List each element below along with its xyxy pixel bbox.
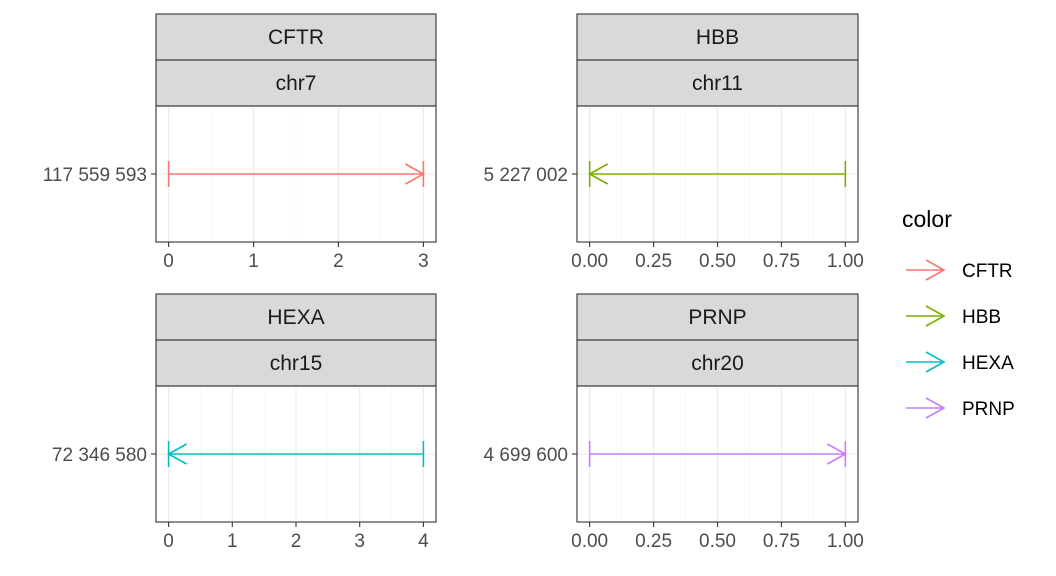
gene-strip-label: PRNP <box>688 306 746 329</box>
legend-key-prnp: PRNP <box>906 397 1015 420</box>
chrom-strip <box>155 339 437 387</box>
x-tick-label: 0.50 <box>699 251 736 272</box>
legend-label: PRNP <box>962 399 1015 420</box>
legend-label: HBB <box>962 307 1001 328</box>
chrom-strip-label: chr15 <box>270 352 323 375</box>
legend-label: HEXA <box>962 353 1014 374</box>
chrom-strip <box>576 339 859 387</box>
x-tick-label: 1.00 <box>827 251 864 272</box>
gene-strip <box>576 13 859 61</box>
x-tick-label: 1 <box>248 251 259 272</box>
x-tick-label: 0.50 <box>699 531 736 552</box>
facet-panel-prnp: PRNP chr20 0.00 0.25 0.50 0.75 1.00 4 699 600 <box>483 293 864 552</box>
y-tick-label: 72 346 580 <box>52 445 147 466</box>
chrom-strip-label: chr11 <box>692 72 743 95</box>
x-tick-label: 4 <box>418 531 429 552</box>
x-tick-label: 3 <box>418 251 429 272</box>
x-tick-label: 2 <box>291 531 302 552</box>
legend-key-hbb: HBB <box>906 305 1001 328</box>
y-tick-label: 117 559 593 <box>43 165 147 186</box>
x-tick-label: 0.75 <box>763 251 800 272</box>
x-tick-label: 2 <box>333 251 344 272</box>
x-tick-label: 0.25 <box>635 531 672 552</box>
arrowhead <box>405 163 426 185</box>
legend-key-arrowhead <box>925 397 946 419</box>
facet-panel-hbb: HBB chr11 0.00 0.25 0.50 0.75 1.00 5 227 002 <box>483 13 864 272</box>
facet-panel-hexa: HEXA chr15 0 1 2 3 4 72 346 580 <box>52 293 437 552</box>
legend-title: color <box>902 206 952 232</box>
legend-key-arrowhead <box>925 351 946 373</box>
y-tick-label: 4 699 600 <box>483 445 568 466</box>
legend-keys: CFTR HBB HEXA PRNP <box>906 259 1015 420</box>
x-tick-label: 0.75 <box>763 531 800 552</box>
facet-panel-cftr: CFTR chr7 0 1 2 3 117 559 593 <box>43 13 437 272</box>
x-tick-label: 0.25 <box>635 251 672 272</box>
chrom-strip <box>576 59 859 107</box>
gene-strip-label: HEXA <box>267 306 324 329</box>
legend-key-hexa: HEXA <box>906 351 1014 374</box>
x-tick-label: 0.00 <box>571 531 608 552</box>
chrom-strip-label: chr20 <box>691 352 744 375</box>
x-tick-label: 0.00 <box>571 251 608 272</box>
legend-key-arrowhead <box>925 305 946 327</box>
legend-key-cftr: CFTR <box>906 259 1013 282</box>
chrom-strip-label: chr7 <box>276 72 317 95</box>
arrowhead <box>166 443 187 465</box>
legend-label: CFTR <box>962 261 1013 282</box>
x-tick-label: 0 <box>163 251 174 272</box>
x-tick-label: 1 <box>227 531 238 552</box>
arrowhead <box>587 163 609 185</box>
y-tick-label: 5 227 002 <box>483 165 568 186</box>
x-tick-label: 3 <box>354 531 365 552</box>
gene-strip-label: CFTR <box>268 26 324 49</box>
chrom-strip <box>155 59 437 107</box>
gene-strip <box>576 293 859 341</box>
x-tick-label: 0 <box>163 531 174 552</box>
gene-strip-label: HBB <box>696 26 739 49</box>
legend: color CFTR HBB HEXA PRNP <box>902 206 1015 420</box>
x-tick-label: 1.00 <box>827 531 864 552</box>
arrowhead <box>826 443 848 465</box>
facet-panels: CFTR chr7 0 1 2 3 117 559 593 HBB chr11 0.00 0.25 0… <box>43 13 864 552</box>
legend-key-arrowhead <box>925 259 946 281</box>
gene-strip <box>155 13 437 61</box>
gene-strip <box>155 293 437 341</box>
